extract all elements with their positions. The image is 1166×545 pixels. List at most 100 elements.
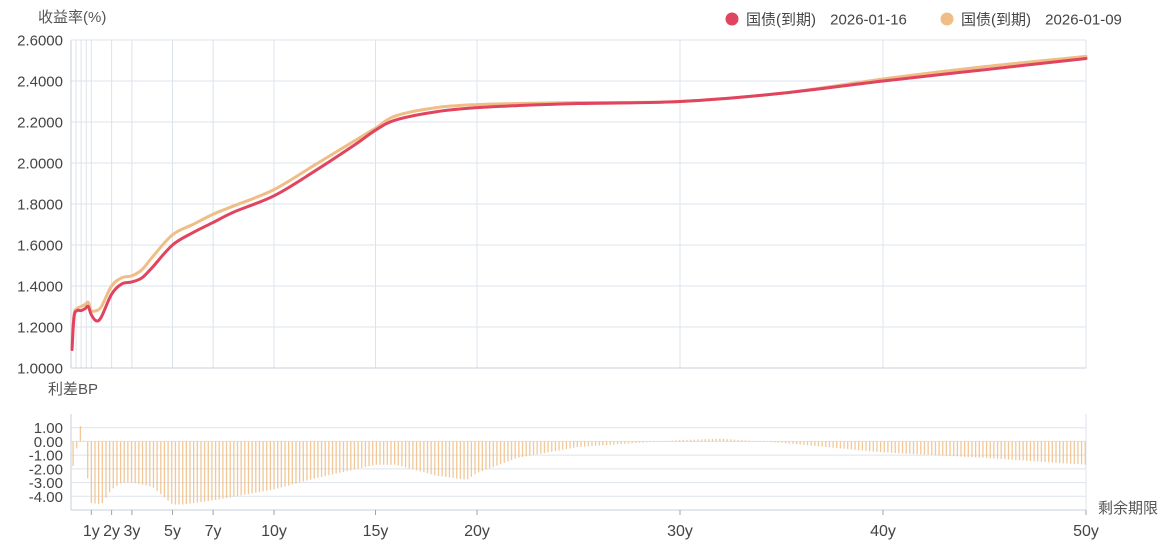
- spread-bar: [1037, 441, 1039, 462]
- yield-tick-label: 2.2000: [17, 115, 63, 132]
- maturity-tick-label: 3y: [123, 523, 140, 540]
- spread-bar: [105, 441, 107, 498]
- spread-bar: [127, 441, 129, 483]
- spread-bar: [390, 441, 392, 465]
- spread-bar: [861, 441, 863, 451]
- spread-bar: [255, 441, 257, 493]
- spread-bar: [87, 441, 89, 479]
- spread-bar: [163, 441, 166, 498]
- spread-bar: [156, 441, 158, 491]
- spread-bar: [916, 441, 918, 455]
- spread-bar: [821, 441, 823, 447]
- yield-line-series-2: [70, 54, 1088, 349]
- spread-bar: [295, 441, 297, 484]
- spread-bar: [737, 439, 739, 442]
- bottom-grid: [70, 414, 1087, 511]
- svg-text:国债(到期) 2026-01-16: 国债(到期) 2026-01-16: [746, 12, 907, 29]
- spread-bar: [719, 438, 721, 442]
- spread-bar: [353, 441, 356, 470]
- spread-bar: [141, 441, 144, 485]
- legend-item-series-2[interactable]: 国债(到期) 2026-01-09: [940, 12, 1122, 29]
- spread-bar: [836, 441, 838, 449]
- spread-bar: [492, 441, 494, 467]
- spread-bar: [726, 439, 728, 442]
- spread-bar: [978, 441, 980, 458]
- legend-item-series-1[interactable]: 国债(到期) 2026-01-16: [725, 12, 907, 29]
- spread-bar: [770, 441, 772, 443]
- spread-bar: [1029, 441, 1032, 461]
- spread-bar: [306, 441, 308, 481]
- spread-bar: [1073, 441, 1075, 464]
- spread-bar: [214, 441, 217, 500]
- spread-bar: [1007, 441, 1010, 460]
- spread-bar: [543, 441, 546, 454]
- spread-bar: [1051, 441, 1054, 463]
- maturity-tick-label: 40y: [870, 523, 896, 540]
- spread-bar: [503, 441, 505, 463]
- legend-series-1-date: 2026-01-16: [830, 12, 907, 29]
- spread-bar: [843, 441, 845, 449]
- spread-bar: [806, 441, 809, 446]
- spread-bar: [580, 441, 582, 447]
- spread-bar: [331, 441, 334, 475]
- spread-bar: [887, 441, 889, 453]
- spread-bar: [675, 440, 677, 442]
- spread-bar: [700, 439, 703, 442]
- spread-bar: [116, 441, 118, 486]
- spread-bar: [229, 441, 231, 498]
- yield-tick-label: 1.4000: [17, 279, 63, 296]
- spread-bar: [912, 441, 915, 455]
- spread-bar: [236, 441, 239, 497]
- spread-bar: [613, 441, 615, 445]
- spread-bar: [196, 441, 198, 503]
- spread-bar: [244, 441, 246, 495]
- spread-bar: [459, 441, 462, 479]
- spread-bar: [909, 441, 911, 454]
- spread-bar: [525, 441, 527, 457]
- top-grid: [70, 39, 1087, 369]
- spread-bar: [642, 441, 644, 443]
- spread-bar: [218, 441, 220, 500]
- spread-bar: [869, 441, 871, 452]
- spread-bar: [419, 441, 421, 472]
- spread-bar: [456, 441, 458, 479]
- spread-bar: [722, 438, 725, 442]
- spread-bar: [803, 441, 805, 445]
- spread-tick-label: 1.00: [34, 420, 63, 437]
- spread-bar: [452, 441, 454, 478]
- spread-bar: [94, 441, 96, 504]
- legend-series-1-name: 国债(到期): [746, 12, 816, 29]
- spread-bar: [408, 441, 410, 469]
- spread-bar: [441, 441, 443, 477]
- spread-bar: [631, 441, 633, 444]
- spread-bar: [211, 441, 213, 501]
- spread-bar: [960, 441, 962, 457]
- spread-bar: [653, 441, 655, 442]
- spread-bar: [627, 441, 630, 444]
- spread-bar: [931, 441, 933, 456]
- spread-bar: [715, 438, 717, 442]
- spread-bar: [682, 439, 684, 442]
- spread-bar: [412, 441, 414, 470]
- spread-bar: [657, 441, 659, 442]
- spread-bar: [551, 441, 553, 452]
- maturity-tick-label: 15y: [363, 523, 389, 540]
- spread-bar: [225, 441, 228, 498]
- yield-axis-ticks: 1.0000 1.2000 1.4000 1.6000 1.8000 2.0000 2.20…: [17, 33, 63, 378]
- spread-bar: [262, 441, 264, 492]
- spread-bar: [488, 441, 491, 469]
- spread-bar: [704, 439, 706, 442]
- spread-bar: [832, 441, 834, 448]
- spread-bar: [397, 441, 399, 466]
- spread-bar: [79, 426, 82, 442]
- spread-bar: [266, 441, 268, 491]
- spread-bar: [945, 441, 948, 456]
- spread-bar: [573, 441, 575, 448]
- spread-bar: [565, 441, 568, 450]
- spread-bar: [795, 441, 798, 445]
- spread-bar: [339, 441, 341, 473]
- spread-bar: [138, 441, 140, 484]
- spread-bar: [576, 441, 578, 448]
- spread-bar: [1011, 441, 1013, 460]
